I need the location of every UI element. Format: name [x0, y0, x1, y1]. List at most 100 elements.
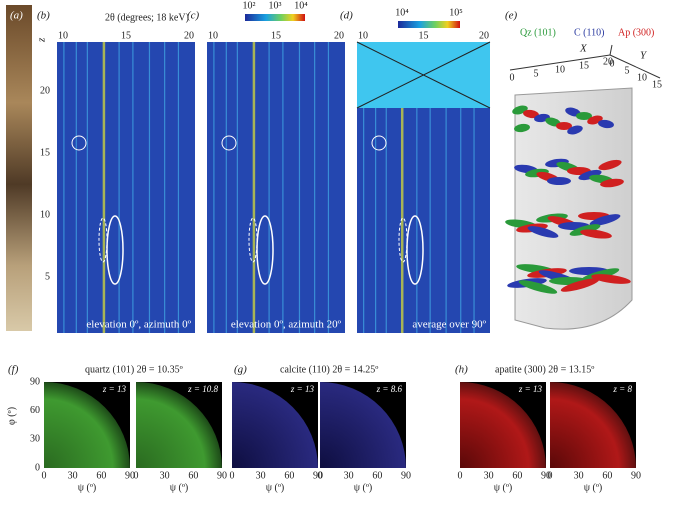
x-tick-label: 60 — [512, 470, 522, 481]
y-tick-label: 10 — [637, 72, 647, 83]
grain — [527, 226, 559, 238]
panel-label: (d) — [340, 10, 353, 22]
y-tick-label: 90 — [30, 376, 40, 387]
x-tick-label: 30 — [68, 470, 78, 481]
z-tick-label: 5 — [45, 271, 50, 282]
z-label: z = 8.6 — [376, 384, 403, 394]
pole-figure-data — [44, 382, 130, 468]
x-tick-label: 90 — [541, 470, 551, 481]
colorbar-tick-label: 10⁴ — [294, 0, 308, 11]
grain — [576, 112, 592, 120]
grain — [514, 123, 530, 133]
z-label: z = 13 — [290, 384, 315, 394]
z-label: z = 13 — [102, 384, 127, 394]
marker — [71, 135, 87, 151]
z-tick-label: 15 — [40, 147, 50, 158]
x-tick-label: 20 — [184, 30, 194, 41]
x-tick-label: 60 — [372, 470, 382, 481]
x-tick-label: 0 — [548, 470, 553, 481]
axis-title: φ (º) — [6, 407, 17, 425]
x-tick-label: 30 — [344, 470, 354, 481]
marker — [256, 215, 274, 285]
grain — [578, 169, 602, 181]
colorbar-tick-label: 10⁴ — [395, 7, 409, 18]
z-axis — [609, 44, 613, 56]
caption: elevation 0º, azimuth 20º — [231, 319, 342, 331]
x-tick-label: 0 — [458, 470, 463, 481]
marker — [221, 135, 237, 151]
axis-title: ψ (º) — [584, 482, 603, 493]
legend-entry: C (110) — [574, 27, 604, 38]
axis-title: ψ (º) — [170, 482, 189, 493]
grain — [589, 214, 621, 226]
legend-entry: Ap (300) — [618, 27, 654, 38]
x-tick-label: 20 — [334, 30, 344, 41]
x-tick-label: 15 — [271, 30, 281, 41]
panel-label: (h) — [455, 364, 468, 376]
axis-title: ψ (º) — [354, 482, 373, 493]
x-tick-label: 30 — [484, 470, 494, 481]
x-tick-label: 20 — [479, 30, 489, 41]
x-tick-label: 10 — [555, 64, 565, 75]
pole-figure-data — [232, 382, 318, 468]
x-tick-label: 0 — [230, 470, 235, 481]
x-tick-label: 60 — [284, 470, 294, 481]
x-tick-label: 15 — [579, 60, 589, 71]
x-tick-label: 60 — [188, 470, 198, 481]
grain — [523, 109, 539, 119]
x-tick-label: 15 — [419, 30, 429, 41]
legend-entry: Qz (101) — [520, 27, 556, 38]
colorbar-tick-label: 10⁵ — [449, 7, 463, 18]
panel-label: (e) — [505, 10, 518, 22]
x-tick-label: 30 — [256, 470, 266, 481]
x-tick-label: 10 — [358, 30, 368, 41]
cylinder — [514, 87, 633, 330]
x-tick-label: 60 — [602, 470, 612, 481]
x-tick-label: 90 — [313, 470, 323, 481]
z-label: z = 8 — [612, 384, 632, 394]
core-photo — [6, 5, 32, 331]
x-tick-label: 5 — [534, 68, 539, 79]
x-tick-label: 20 — [603, 56, 613, 67]
axis-title: ψ (º) — [78, 482, 97, 493]
panel-label: (c) — [187, 10, 200, 22]
y-tick-label: 60 — [30, 405, 40, 416]
grain — [518, 280, 558, 294]
mask-cross — [356, 41, 491, 109]
caption: elevation 0º, azimuth 0º — [86, 319, 191, 331]
diffraction-image — [57, 42, 195, 333]
grain — [591, 274, 631, 284]
pole-figure-data — [550, 382, 636, 468]
diffraction-image — [207, 42, 345, 333]
x-tick-label: 0 — [42, 470, 47, 481]
x-tick-label: 10 — [58, 30, 68, 41]
y-tick-label: 15 — [652, 79, 662, 90]
y-tick-label: 5 — [625, 65, 630, 76]
panel-label: (a) — [10, 10, 23, 22]
colorbar — [245, 14, 305, 21]
colorbar-tick-label: 10³ — [269, 0, 282, 11]
grain — [560, 278, 600, 292]
marker — [406, 215, 424, 285]
grain — [600, 178, 624, 188]
pole-figure-data — [320, 382, 406, 468]
x-tick-label: 60 — [96, 470, 106, 481]
z-label: z = 13 — [518, 384, 543, 394]
x-tick-label: 30 — [160, 470, 170, 481]
colorbar — [398, 21, 460, 28]
axis-title: Y — [640, 50, 648, 62]
x-tick-label: 15 — [121, 30, 131, 41]
x-tick-label: 90 — [401, 470, 411, 481]
grain — [556, 122, 572, 130]
marker — [98, 217, 108, 263]
y-tick-label: 0 — [610, 58, 615, 69]
grain — [567, 125, 583, 135]
y-tick-label: 30 — [30, 434, 40, 445]
panel-title: apatite (300) 2θ = 13.15º — [495, 364, 594, 375]
x-tick-label: 30 — [574, 470, 584, 481]
x-tick-label: 90 — [125, 470, 135, 481]
x-tick-label: 10 — [208, 30, 218, 41]
x-tick-label: 0 — [510, 72, 515, 83]
grain — [598, 119, 614, 129]
